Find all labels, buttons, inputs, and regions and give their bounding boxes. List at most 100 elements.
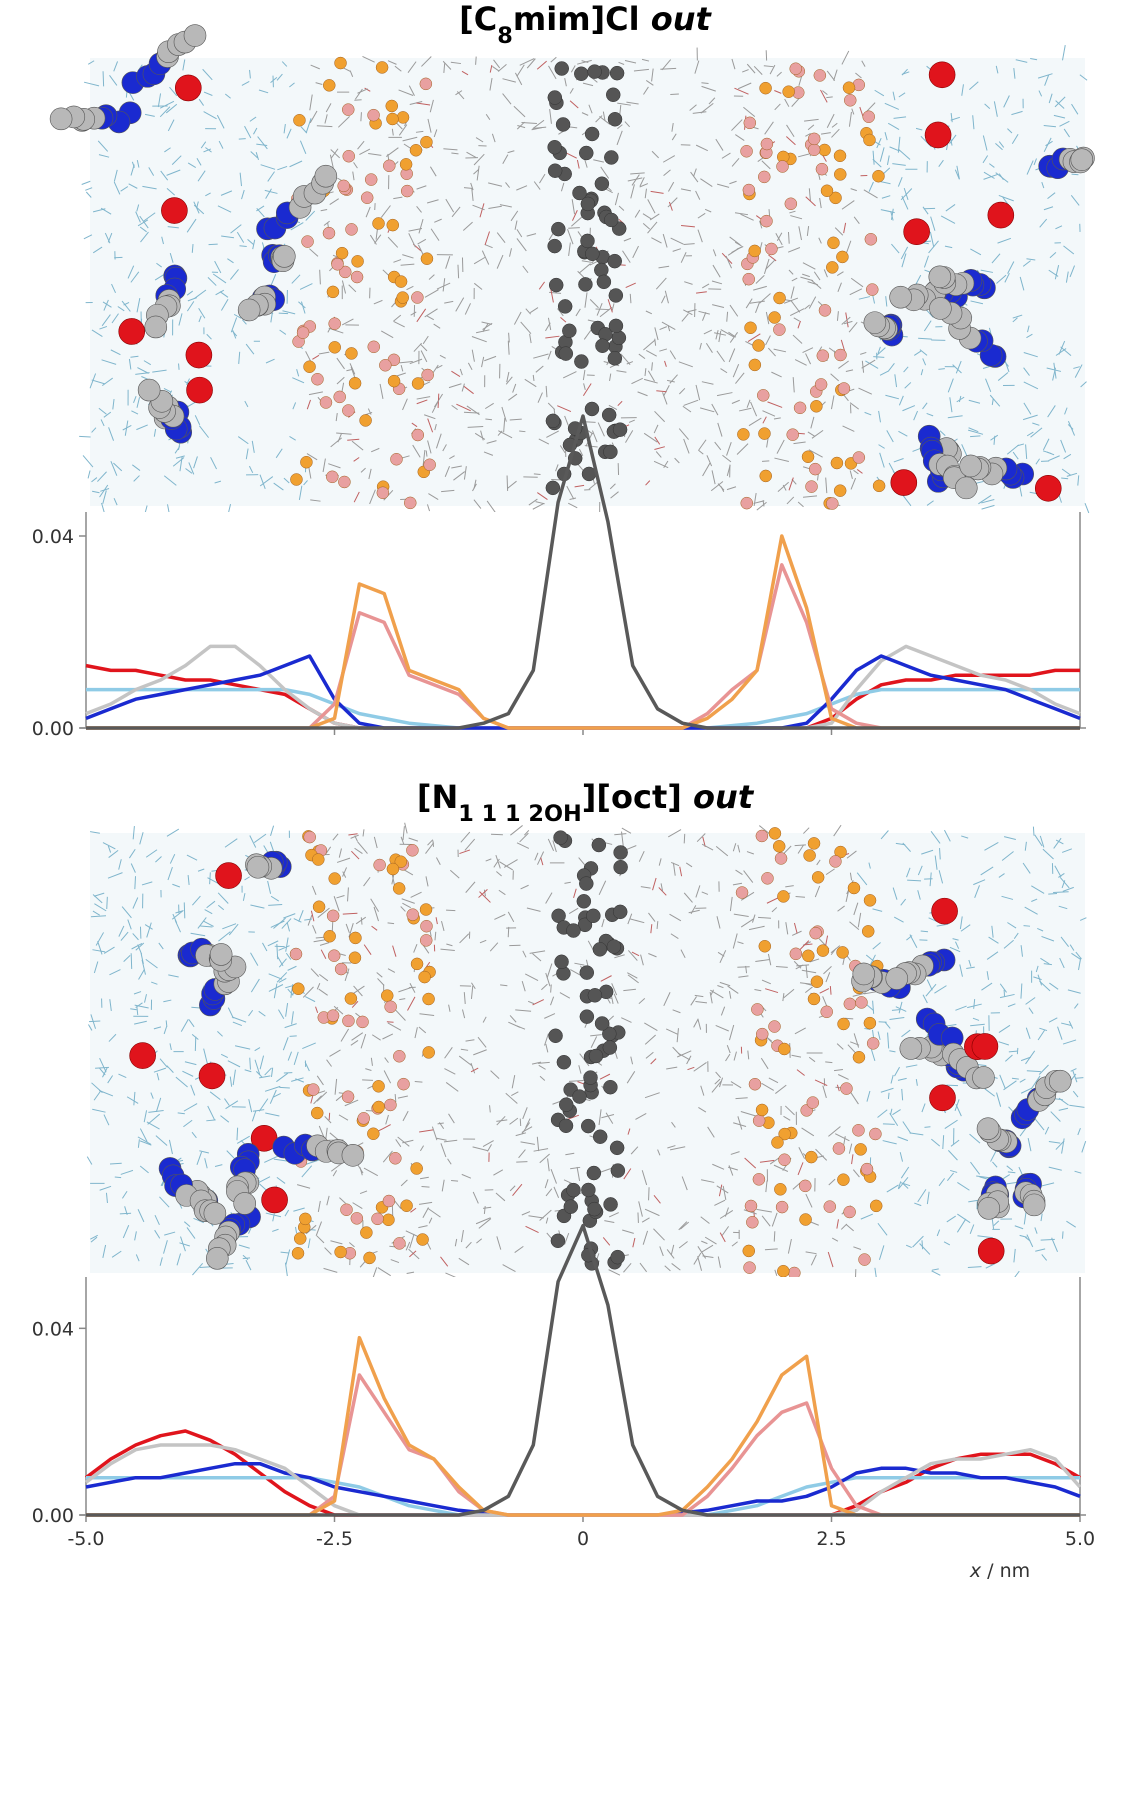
- headgroup-atom: [329, 873, 341, 885]
- headgroup-atom: [335, 57, 347, 69]
- terminal-carbon: [613, 423, 627, 437]
- lipid-tail: [762, 461, 769, 462]
- headgroup-atom: [810, 400, 822, 412]
- headgroup-atom: [421, 253, 433, 265]
- headgroup-atom: [373, 1101, 385, 1113]
- anion: [1035, 475, 1061, 501]
- terminal-carbon: [546, 414, 560, 428]
- headgroup-atom: [761, 138, 773, 150]
- headgroup-atom: [400, 158, 412, 170]
- headgroup-atom: [743, 1245, 755, 1257]
- headgroup-atom: [855, 996, 867, 1008]
- headgroup-atom: [406, 844, 418, 856]
- terminal-carbon: [557, 1055, 571, 1069]
- terminal-carbon: [585, 402, 599, 416]
- terminal-carbon: [585, 247, 599, 261]
- headgroup-atom: [816, 163, 828, 175]
- water: [145, 505, 147, 512]
- lipid-tail: [516, 1162, 527, 1163]
- ion-atom: [247, 856, 269, 878]
- terminal-carbon: [611, 1164, 625, 1178]
- headgroup-atom: [293, 114, 305, 126]
- headgroup-atom: [743, 184, 755, 196]
- headgroup-atom: [743, 273, 755, 285]
- headgroup-atom: [328, 950, 340, 962]
- headgroup-atom: [326, 471, 338, 483]
- headgroup-atom: [869, 1128, 881, 1140]
- water: [115, 1177, 121, 1178]
- anion: [130, 1043, 156, 1069]
- water: [200, 1267, 211, 1268]
- anion: [929, 1085, 955, 1111]
- x-tick-label: 5.0: [1065, 1528, 1095, 1550]
- headgroup-atom: [381, 990, 393, 1002]
- terminal-carbon: [588, 988, 602, 1002]
- headgroup-atom: [383, 160, 395, 172]
- terminal-carbon: [548, 164, 562, 178]
- headgroup-atom: [336, 247, 348, 259]
- lipid-tail: [622, 828, 631, 833]
- headgroup-atom: [364, 1252, 376, 1264]
- lipid-tail: [422, 1186, 430, 1187]
- terminal-carbon: [603, 1080, 617, 1094]
- headgroup-atom: [777, 1265, 789, 1277]
- terminal-carbon: [574, 355, 588, 369]
- headgroup-atom: [385, 1001, 397, 1013]
- water: [1063, 1231, 1064, 1238]
- water: [184, 902, 185, 918]
- headgroup-atom: [834, 485, 846, 497]
- terminal-carbon: [606, 88, 620, 102]
- headgroup-atom: [761, 872, 773, 884]
- text-part: [C: [459, 0, 497, 38]
- anion: [904, 219, 930, 245]
- headgroup-atom: [292, 1247, 304, 1259]
- headgroup-atom: [342, 104, 354, 116]
- ion-atom: [886, 968, 908, 990]
- anion: [161, 198, 187, 224]
- headgroup-atom: [387, 863, 399, 875]
- terminal-carbon: [556, 117, 570, 131]
- terminal-carbon: [607, 940, 621, 954]
- ion-atom: [184, 25, 206, 47]
- lipid-tail: [451, 1181, 458, 1182]
- headgroup-atom: [334, 391, 346, 403]
- headgroup-atom: [420, 920, 432, 932]
- headgroup-atom: [377, 487, 389, 499]
- lipid-tail: [405, 823, 407, 834]
- headgroup-atom: [304, 831, 316, 843]
- terminal-carbon: [595, 1016, 609, 1030]
- headgroup-atom: [373, 1080, 385, 1092]
- terminal-carbon: [579, 146, 593, 160]
- headgroup-atom: [834, 168, 846, 180]
- anion: [175, 75, 201, 101]
- text-part: out: [693, 778, 755, 816]
- headgroup-atom: [304, 361, 316, 373]
- lipid-tail: [596, 309, 610, 310]
- terminal-carbon: [604, 150, 618, 164]
- headgroup-atom: [386, 100, 398, 112]
- headgroup-atom: [774, 292, 786, 304]
- headgroup-atom: [833, 1142, 845, 1154]
- lipid-tail: [551, 984, 552, 992]
- headgroup-atom: [863, 111, 875, 123]
- headgroup-atom: [777, 160, 789, 172]
- headgroup-atom: [327, 286, 339, 298]
- ion-atom: [977, 1118, 999, 1140]
- headgroup-atom: [393, 1050, 405, 1062]
- water: [1024, 926, 1030, 927]
- lipid-tail: [534, 474, 541, 475]
- headgroup-atom: [411, 958, 423, 970]
- terminal-carbon: [558, 299, 572, 313]
- terminal-carbon: [572, 1090, 586, 1104]
- lipid-tail: [803, 828, 809, 834]
- terminal-carbon: [587, 1166, 601, 1180]
- headgroup-atom: [779, 1154, 791, 1166]
- headgroup-atom: [806, 481, 818, 493]
- anion: [891, 470, 917, 496]
- headgroup-atom: [861, 1163, 873, 1175]
- terminal-carbon: [610, 66, 624, 80]
- headgroup-atom: [802, 950, 814, 962]
- water: [191, 1007, 200, 1008]
- headgroup-atom: [819, 304, 831, 316]
